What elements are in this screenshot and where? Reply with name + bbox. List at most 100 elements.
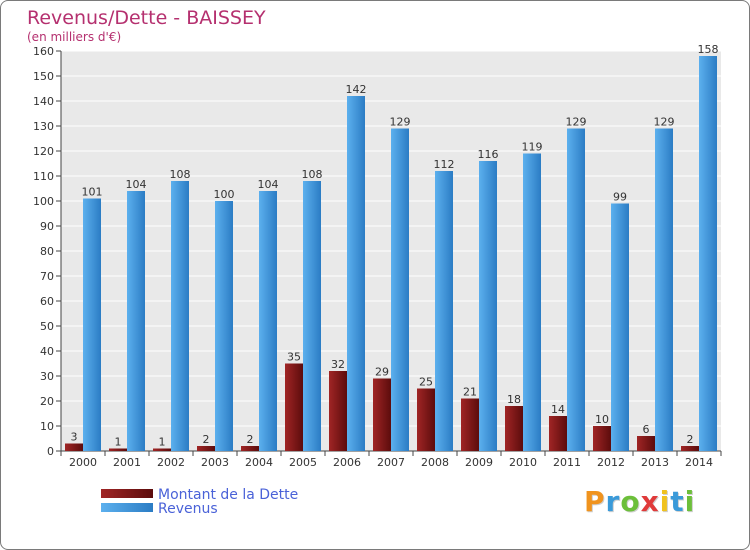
x-tick-label: 2000 <box>69 456 97 469</box>
legend-swatch-debt <box>101 489 153 498</box>
x-tick-label: 2014 <box>685 456 713 469</box>
bar-debt <box>373 378 391 451</box>
x-tick-label: 2001 <box>113 456 141 469</box>
bar-revenus <box>567 128 585 451</box>
y-tick-label: 50 <box>40 320 54 333</box>
bar-revenus <box>171 181 189 451</box>
logo-letter: i <box>684 485 696 518</box>
bar-revenus <box>391 128 409 451</box>
bar-debt <box>681 446 699 451</box>
bar-revenus <box>655 128 673 451</box>
bar-label-revenus: 158 <box>698 43 719 56</box>
bar-revenus <box>127 191 145 451</box>
y-tick-label: 110 <box>33 170 54 183</box>
logo-letter: P <box>584 485 606 518</box>
bar-label-debt: 25 <box>419 376 433 389</box>
bar-label-debt: 1 <box>115 436 122 449</box>
bar-label-revenus: 142 <box>346 83 367 96</box>
x-tick-label: 2010 <box>509 456 537 469</box>
bar-label-revenus: 104 <box>126 178 147 191</box>
y-tick-label: 20 <box>40 395 54 408</box>
bar-label-revenus: 104 <box>258 178 279 191</box>
x-tick-label: 2009 <box>465 456 493 469</box>
legend-label-debt: Montant de la Dette <box>158 487 299 503</box>
bar-revenus <box>303 181 321 451</box>
logo-letter: r <box>605 485 621 518</box>
bar-label-revenus: 129 <box>390 116 411 129</box>
bar-debt <box>241 446 259 451</box>
logo-letter: i <box>659 485 671 518</box>
bar-label-debt: 2 <box>247 433 254 446</box>
bar-debt <box>109 448 127 451</box>
x-tick-label: 2002 <box>157 456 185 469</box>
bar-debt <box>593 426 611 451</box>
bar-label-revenus: 116 <box>478 148 499 161</box>
y-tick-label: 160 <box>33 45 54 58</box>
bar-revenus <box>699 56 717 451</box>
bar-debt <box>197 446 215 451</box>
bar-label-revenus: 99 <box>613 191 627 204</box>
y-tick-label: 130 <box>33 120 54 133</box>
bar-revenus <box>611 203 629 451</box>
y-tick-label: 0 <box>47 445 54 458</box>
bar-label-debt: 18 <box>507 393 521 406</box>
bar-label-revenus: 112 <box>434 158 455 171</box>
y-tick-label: 90 <box>40 220 54 233</box>
bar-debt <box>637 436 655 451</box>
bar-label-debt: 1 <box>159 436 166 449</box>
chart-title: Revenus/Dette - BAISSEY <box>27 7 266 29</box>
logo-letter: o <box>620 485 641 518</box>
bar-label-revenus: 129 <box>654 116 675 129</box>
y-tick-label: 140 <box>33 95 54 108</box>
proxiti-logo: Proxiti <box>584 485 695 518</box>
y-tick-label: 10 <box>40 420 54 433</box>
y-tick-label: 30 <box>40 370 54 383</box>
bar-debt <box>549 416 567 451</box>
bar-debt <box>65 443 83 451</box>
bar-label-revenus: 119 <box>522 141 543 154</box>
bar-revenus <box>523 153 541 451</box>
bar-label-revenus: 101 <box>82 186 103 199</box>
bar-label-debt: 2 <box>203 433 210 446</box>
y-tick-label: 100 <box>33 195 54 208</box>
y-tick-label: 60 <box>40 295 54 308</box>
bar-label-debt: 35 <box>287 351 301 364</box>
bar-label-debt: 2 <box>687 433 694 446</box>
y-tick-label: 150 <box>33 70 54 83</box>
bar-label-revenus: 108 <box>170 168 191 181</box>
bar-label-debt: 21 <box>463 386 477 399</box>
x-tick-label: 2005 <box>289 456 317 469</box>
x-tick-label: 2008 <box>421 456 449 469</box>
bar-revenus <box>435 171 453 451</box>
bar-label-revenus: 129 <box>566 116 587 129</box>
x-tick-label: 2013 <box>641 456 669 469</box>
bar-label-debt: 14 <box>551 403 565 416</box>
x-tick-label: 2003 <box>201 456 229 469</box>
x-tick-label: 2012 <box>597 456 625 469</box>
bar-label-debt: 3 <box>71 431 78 444</box>
bar-debt <box>285 363 303 451</box>
bar-debt <box>461 398 479 451</box>
bar-label-debt: 6 <box>643 423 650 436</box>
x-tick-label: 2006 <box>333 456 361 469</box>
legend-swatch-revenus <box>101 503 153 512</box>
bar-debt <box>417 388 435 451</box>
bar-debt <box>505 406 523 451</box>
bar-label-debt: 32 <box>331 358 345 371</box>
x-tick-label: 2004 <box>245 456 273 469</box>
bar-revenus <box>83 198 101 451</box>
x-tick-label: 2011 <box>553 456 581 469</box>
bar-debt <box>329 371 347 451</box>
x-tick-label: 2007 <box>377 456 405 469</box>
y-tick-label: 80 <box>40 245 54 258</box>
bar-revenus <box>259 191 277 451</box>
bar-debt <box>153 448 171 451</box>
legend-label-revenus: Revenus <box>158 501 218 517</box>
bar-revenus <box>215 201 233 451</box>
y-tick-label: 70 <box>40 270 54 283</box>
bar-label-revenus: 108 <box>302 168 323 181</box>
y-tick-label: 120 <box>33 145 54 158</box>
bar-revenus <box>479 161 497 451</box>
